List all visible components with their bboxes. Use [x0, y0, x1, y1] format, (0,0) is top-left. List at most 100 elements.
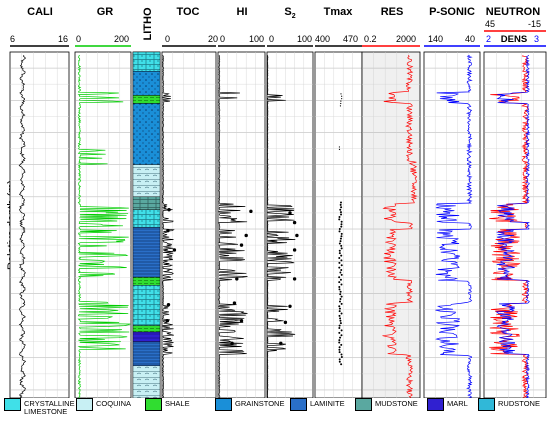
- litho-interval-grainstone: [132, 103, 161, 165]
- psonic-curve: [435, 54, 473, 399]
- tmax-sample-point: [338, 351, 341, 354]
- well-log-chart: Relative depth (m) 020406080100120140160…: [6, 6, 547, 399]
- litho-interval-grainstone: [132, 71, 161, 96]
- tmax-sample-point: [340, 355, 343, 358]
- s2-min: 0: [269, 34, 274, 44]
- tmax-sample-point: [340, 295, 343, 298]
- tmax-sample-point: [339, 211, 342, 214]
- tmax-sample-point: [338, 326, 341, 329]
- legend-marl: MARL: [427, 398, 477, 424]
- hi-sample-point: [232, 301, 237, 305]
- hi-sample-point: [244, 233, 248, 238]
- legend-swatch-crystalline: [4, 398, 21, 411]
- tmax-sample-point: [338, 285, 341, 288]
- legend-swatch-shale: [145, 398, 162, 411]
- legend-label-marl: MARL: [447, 399, 468, 408]
- litho-interval-shale: [132, 277, 161, 286]
- litho-interval-coquina: [132, 164, 161, 198]
- tmax-sample-point: [339, 317, 342, 320]
- tmax-sample-point: [340, 334, 343, 337]
- tmax-sample-point: [340, 100, 342, 102]
- toc-sample-point: [165, 319, 170, 323]
- s2-sample-point: [288, 304, 292, 308]
- track-frame: [9, 51, 70, 399]
- hi-sample-point: [239, 319, 244, 323]
- tmax-sample-point: [340, 220, 343, 223]
- s2-sample-point: [283, 320, 288, 325]
- tmax-sample-point: [340, 329, 343, 332]
- tmax-sample-point: [338, 360, 341, 363]
- legend-crystalline: CRYSTALLINE LIMESTONE: [4, 398, 75, 424]
- s2-sample-point: [292, 220, 297, 225]
- tmax-max: 470: [343, 34, 358, 44]
- tmax-sample-point: [339, 293, 342, 296]
- tmax-sample-point: [338, 276, 341, 279]
- toc-max: 20: [208, 34, 218, 44]
- dens-min: 2: [486, 34, 491, 44]
- tmax-min: 400: [315, 34, 330, 44]
- dens-max: 3: [534, 34, 539, 44]
- tmax-sample-point: [338, 228, 341, 231]
- legend-label-grainstone: GRAINSTONE: [235, 399, 285, 408]
- hi-min: 0: [220, 34, 225, 44]
- header-cali: CALI: [27, 6, 53, 18]
- tmax-sample-point: [339, 208, 342, 211]
- hi-sample-point: [249, 209, 253, 214]
- legend-label-crystalline: CRYSTALLINE LIMESTONE: [24, 399, 75, 416]
- cali-min: 6: [10, 34, 15, 44]
- legend-swatch-rudstone: [478, 398, 495, 411]
- scale-labels: 6 16 0 200 0 20 0 100 0 100 400 470 0.2 …: [10, 19, 541, 44]
- tmax-sample-point: [338, 146, 341, 148]
- legend-label-shale: SHALE: [165, 399, 190, 408]
- track-p-sonic: [423, 51, 481, 399]
- tmax-sample-point: [338, 261, 341, 264]
- tmax-sample-point: [340, 102, 342, 105]
- tmax-sample-point: [338, 230, 341, 233]
- legend-grainstone: GRAINSTONE: [215, 398, 287, 424]
- litho-interval-shale: [132, 325, 161, 333]
- tmax-sample-point: [338, 256, 341, 259]
- tmax-sample-point: [339, 105, 342, 107]
- track-s2: [266, 51, 314, 399]
- tmax-sample-point: [339, 203, 342, 206]
- header-res: RES: [381, 6, 404, 18]
- tmax-sample-point: [340, 363, 343, 366]
- tmax-sample-point: [338, 215, 341, 218]
- litho-interval-shale: [132, 95, 161, 104]
- hi-sample-point: [239, 243, 244, 247]
- tmax-sample-point: [341, 98, 343, 100]
- litho-interval-crystalline: [132, 51, 161, 72]
- tmax-sample-point: [339, 290, 342, 293]
- cali-max: 16: [58, 34, 68, 44]
- tmax-sample-point: [338, 148, 341, 150]
- res-min: 0.2: [364, 34, 377, 44]
- toc-sample-point: [166, 302, 171, 307]
- hi-sample-point: [235, 277, 239, 281]
- tmax-sample-point: [338, 307, 341, 310]
- legend-swatch-laminite: [290, 398, 307, 411]
- tmax-sample-point: [340, 93, 342, 95]
- legend-laminite: LAMINITE: [290, 398, 354, 424]
- tmax-sample-point: [340, 247, 343, 250]
- track-litho: [132, 51, 161, 399]
- legend-coquina: COQUINA: [76, 398, 140, 424]
- tmax-sample-point: [340, 206, 343, 209]
- tmax-sample-point: [338, 314, 341, 317]
- dens-curve: [495, 54, 531, 399]
- legend-rudstone: RUDSTONE: [478, 398, 548, 424]
- tmax-sample-point: [340, 244, 343, 247]
- header-toc: TOC: [176, 6, 199, 18]
- tmax-sample-point: [338, 348, 341, 351]
- res-max: 2000: [396, 34, 416, 44]
- tmax-sample-point: [339, 322, 342, 325]
- neutron-min: 45: [485, 19, 495, 29]
- s2-max: 100: [297, 34, 312, 44]
- tmax-sample-point: [339, 278, 342, 281]
- header-litho: LITHO: [142, 7, 154, 40]
- tmax-sample-point: [340, 353, 343, 356]
- tmax-sample-point: [338, 288, 341, 291]
- track-res: [361, 51, 421, 399]
- legend-shale: SHALE: [145, 398, 209, 424]
- gr-curve: [77, 54, 131, 399]
